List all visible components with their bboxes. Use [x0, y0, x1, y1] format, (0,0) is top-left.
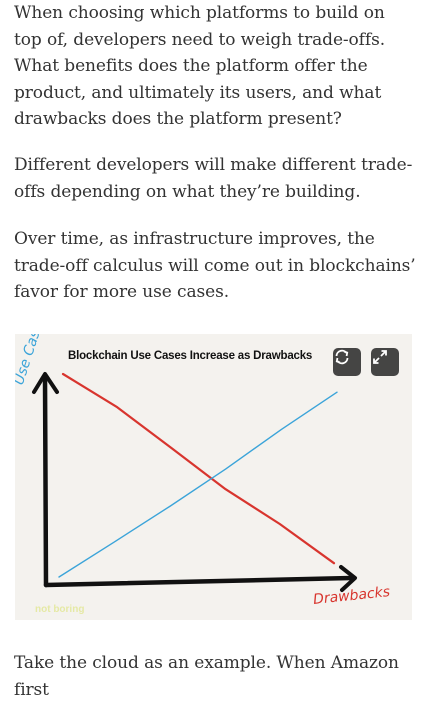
chart-title: Blockchain Use Cases Increase as Drawbac… — [68, 350, 313, 362]
x-axis-arrowhead — [339, 565, 357, 592]
rotate-icon — [335, 349, 349, 365]
red-series-line — [61, 372, 336, 565]
chart-figure[interactable]: Blockchain Use Cases Increase as Drawbac… — [15, 334, 412, 620]
paragraph-over-time: Over time, as infrastructure improves, t… — [14, 229, 416, 302]
chart-series-layer — [58, 372, 338, 578]
blue-series-line — [58, 391, 338, 578]
paragraph-cloud-example: Take the cloud as an example. When Amazo… — [14, 653, 399, 700]
expand-button[interactable] — [371, 348, 399, 376]
chart-axes — [32, 372, 357, 592]
watermark: not boring — [35, 604, 85, 615]
x-axis-line — [43, 575, 354, 588]
paragraph-platform-tradeoffs: When choosing which platforms to build o… — [14, 3, 385, 129]
chart-svg — [32, 372, 357, 592]
y-axis-line — [42, 375, 49, 588]
rotate-button[interactable] — [333, 348, 361, 376]
y-axis-arrowhead — [32, 372, 59, 394]
paragraph-different-developers: Different developers will make different… — [14, 155, 413, 202]
expand-icon — [373, 350, 387, 364]
